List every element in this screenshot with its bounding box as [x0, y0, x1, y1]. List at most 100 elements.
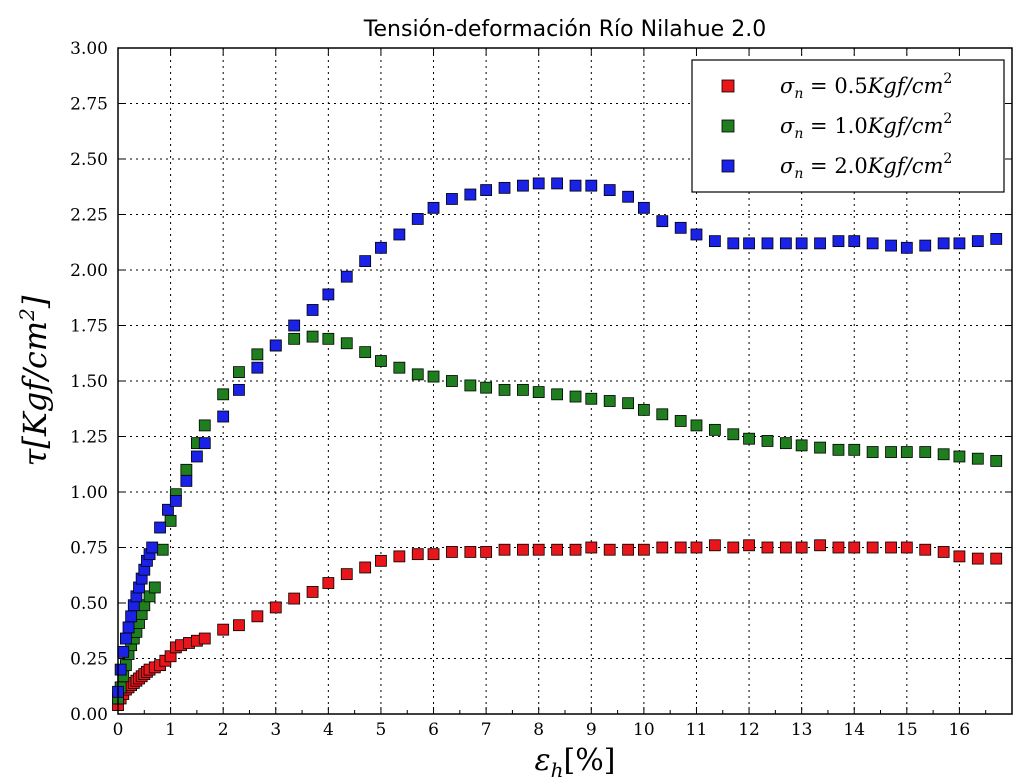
data-point	[119, 632, 132, 645]
data-point	[464, 546, 477, 558]
y-tick-label: 2.25	[70, 206, 108, 226]
data-point	[551, 543, 564, 556]
data-point	[727, 541, 740, 554]
data-point	[375, 355, 387, 367]
data-point	[517, 179, 529, 192]
data-point	[532, 386, 545, 399]
data-point	[656, 541, 669, 554]
x-tick-label: 10	[633, 720, 655, 740]
data-point	[919, 239, 932, 252]
x-tick-label: 9	[586, 720, 597, 740]
data-point	[393, 550, 406, 563]
legend-entry-label: σn = 1.0Kgf/cm2	[780, 111, 952, 142]
data-point	[690, 228, 703, 241]
chart-title: Tensión-deformación Río Nilahue 2.0	[363, 17, 766, 42]
y-tick-label: 2.50	[70, 150, 108, 170]
data-point	[674, 541, 687, 554]
data-point	[743, 432, 755, 445]
data-point	[233, 366, 245, 379]
x-tick-label: 15	[896, 720, 918, 740]
data-point	[340, 337, 353, 350]
data-point	[233, 619, 245, 632]
data-point	[885, 239, 897, 252]
data-point	[117, 645, 130, 658]
x-tick-label: 0	[113, 720, 124, 740]
x-tick-label: 7	[481, 720, 492, 740]
data-point	[761, 237, 774, 250]
data-point	[708, 539, 721, 552]
data-point	[288, 319, 301, 332]
data-point	[603, 184, 616, 196]
data-point	[637, 543, 650, 556]
x-tick-label: 13	[791, 720, 813, 740]
data-point	[288, 332, 301, 345]
data-point	[990, 233, 1003, 245]
data-point	[971, 452, 984, 465]
data-point	[603, 543, 616, 556]
data-point	[637, 403, 650, 416]
legend-entry-label: σn = 0.5Kgf/cm2	[780, 71, 952, 102]
y-tick-label: 0.25	[70, 650, 108, 670]
legend-entry-label: σn = 2.0Kgf/cm2	[780, 151, 952, 182]
data-point	[180, 474, 193, 487]
y-tick-label: 2.75	[70, 95, 108, 115]
data-point	[743, 237, 755, 250]
x-tick-label: 4	[323, 720, 334, 740]
data-point	[832, 443, 845, 456]
data-point	[569, 179, 582, 192]
series-2	[112, 330, 1003, 705]
data-point	[198, 419, 211, 432]
data-point	[427, 548, 440, 561]
data-point	[180, 463, 193, 476]
data-point	[359, 561, 372, 574]
data-point	[251, 348, 264, 361]
data-point	[953, 450, 966, 463]
data-point	[411, 213, 424, 225]
data-point	[480, 546, 493, 558]
data-point	[359, 346, 372, 359]
x-tick-label: 5	[376, 720, 387, 740]
data-point	[233, 383, 245, 396]
data-point	[569, 543, 582, 556]
data-point	[464, 379, 477, 392]
x-tick-label: 2	[218, 720, 229, 740]
data-point	[814, 237, 826, 250]
data-point	[198, 437, 211, 450]
data-point	[708, 235, 721, 248]
data-point	[164, 514, 177, 527]
data-point	[953, 550, 966, 563]
data-point	[217, 388, 230, 401]
data-point	[322, 332, 335, 345]
data-point	[622, 190, 635, 203]
data-point	[498, 383, 511, 396]
data-point	[517, 383, 529, 396]
data-point	[814, 539, 826, 552]
data-point	[114, 663, 127, 676]
data-point	[122, 621, 135, 634]
data-point	[795, 237, 808, 250]
data-point	[761, 541, 774, 554]
data-point	[761, 435, 774, 447]
data-point	[269, 339, 282, 352]
data-point	[674, 221, 687, 234]
data-point	[411, 548, 424, 561]
axis-ticks: 0 1 2 3 4 5 6 7 8 9 10 11 12 13 14 15 160.000.250.500.75…	[70, 39, 1012, 740]
data-point	[795, 541, 808, 554]
data-point	[919, 543, 932, 556]
data-point	[971, 235, 984, 248]
data-point	[900, 446, 913, 458]
data-point	[585, 392, 598, 405]
data-point	[532, 177, 545, 190]
data-point	[446, 546, 458, 558]
data-point	[585, 179, 598, 192]
y-tick-label: 1.75	[70, 317, 108, 337]
legend-marker	[721, 159, 735, 173]
data-point	[480, 184, 493, 196]
data-point	[375, 554, 387, 567]
data-point	[446, 193, 458, 205]
data-point	[937, 237, 950, 250]
data-point	[832, 541, 845, 554]
legend-box	[691, 59, 1005, 193]
data-point	[622, 397, 635, 410]
